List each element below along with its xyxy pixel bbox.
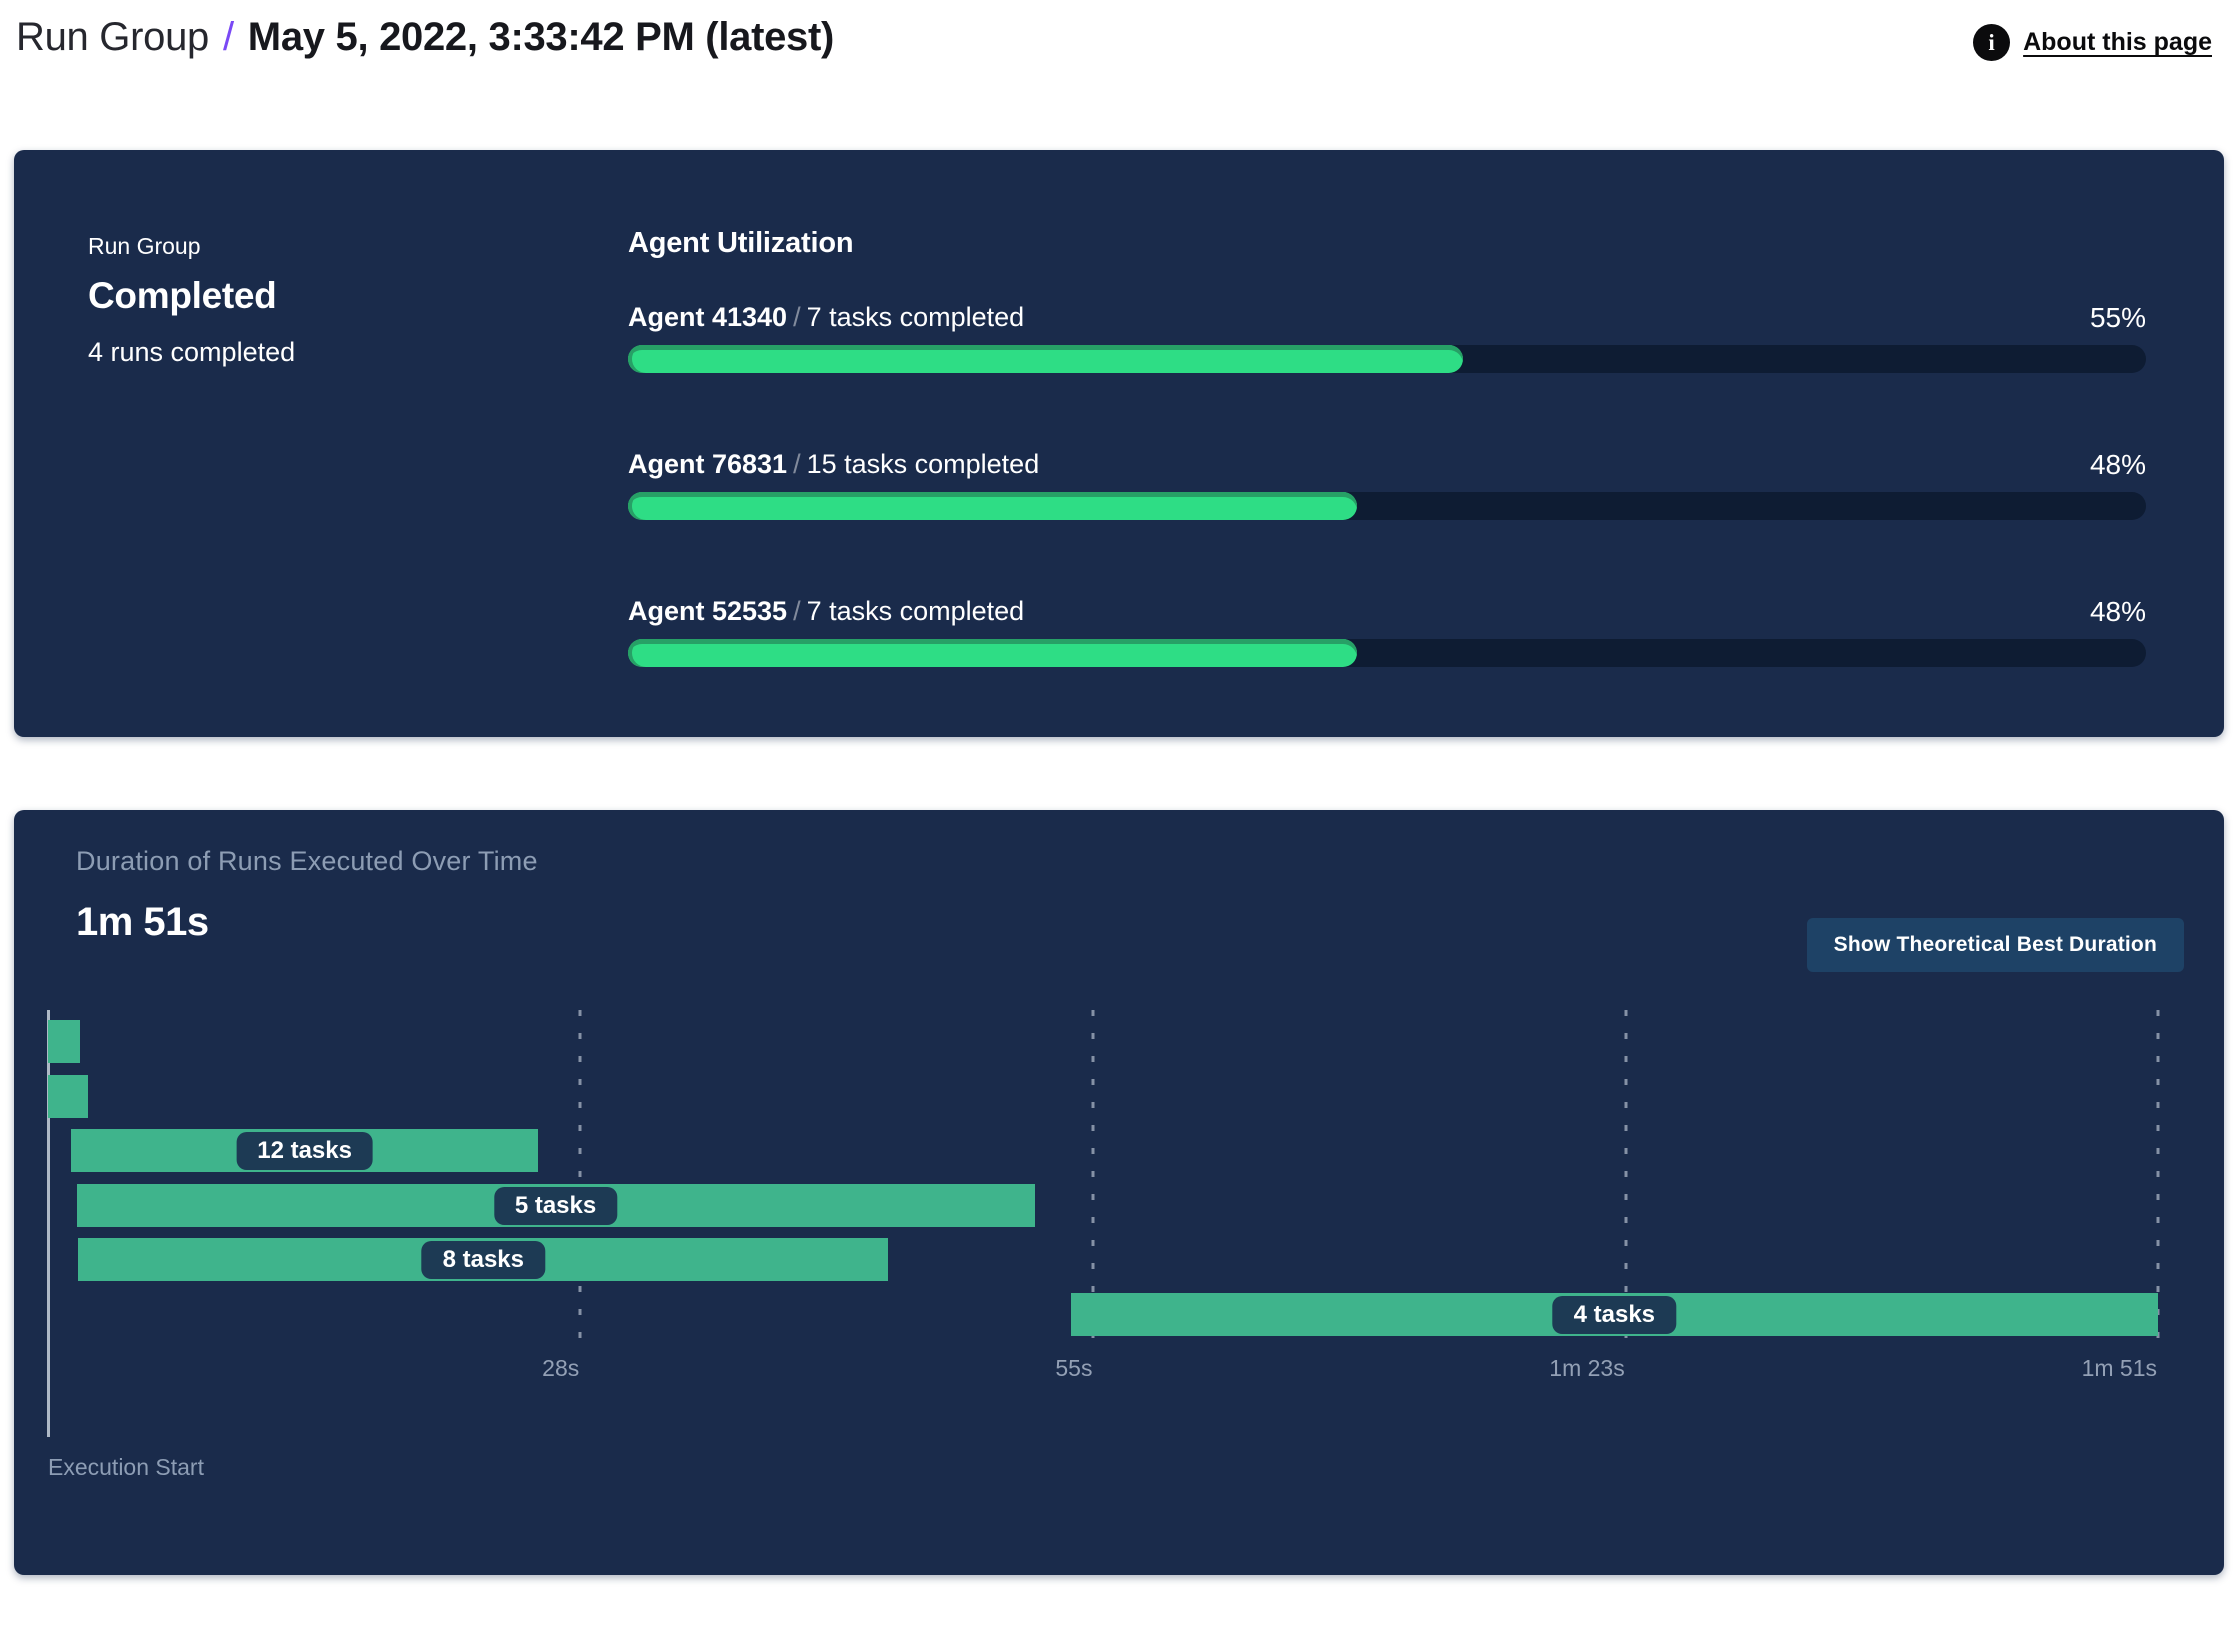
agent-utilization-rows: Agent 41340/7 tasks completed 55% Agent 76… (628, 301, 2146, 667)
agent-utilization-percent: 48% (2089, 449, 2146, 480)
agent-utilization-heading: Agent Utilization (628, 227, 854, 259)
label-separator: / (793, 596, 801, 626)
agent-tasks-completed: 7 tasks completed (806, 596, 1025, 626)
total-duration-value: 1m 51s (76, 900, 209, 944)
utilization-bar-track (628, 345, 2146, 373)
task-count-badge: 5 tasks (493, 1186, 618, 1225)
agent-utilization-label: Agent 52535/7 tasks completed 48% (628, 595, 2146, 628)
agent-tasks-completed: 15 tasks completed (806, 449, 1040, 479)
time-gridline (578, 1010, 582, 1350)
agent-utilization-row: Agent 76831/15 tasks completed 48% (628, 448, 2146, 520)
agent-name: Agent 52535 (628, 596, 788, 626)
run-group-label: Run Group (88, 233, 201, 259)
show-theoretical-best-duration-button[interactable]: Show Theoretical Best Duration (1806, 918, 2184, 972)
agent-utilization-section: Agent Utilization Agent 41340/7 tasks co… (628, 225, 2146, 742)
task-count-badge: 8 tasks (421, 1240, 545, 1279)
breadcrumb-run-group[interactable]: Run Group (16, 15, 209, 59)
agent-name: Agent 76831 (628, 449, 788, 479)
agent-utilization-percent: 55% (2089, 302, 2146, 333)
run-group-summary-panel: Run Group Completed 4 runs completed Age… (14, 150, 2224, 737)
execution-start-axis-line (47, 1010, 50, 1437)
utilization-bar-track (628, 639, 2146, 667)
gantt-run-bar[interactable]: 5 tasks (76, 1184, 1035, 1227)
duration-panel: Duration of Runs Executed Over Time 1m 5… (14, 810, 2224, 1575)
about-this-page-link[interactable]: i About this page (1973, 24, 2212, 61)
time-gridline (1624, 1010, 1628, 1350)
time-gridline (1091, 1010, 1095, 1350)
gantt-run-bar[interactable]: 12 tasks (70, 1129, 539, 1172)
run-group-status-block: Run Group Completed 4 runs completed (88, 232, 295, 369)
duration-gantt-chart: 28s 55s 1m 23s 1m 51s 12 tasks 5 tasks 8 tasks… (47, 1010, 2160, 1440)
utilization-bar-track (628, 492, 2146, 520)
utilization-bar-fill (628, 639, 1357, 667)
label-separator: / (793, 449, 801, 479)
label-separator: / (793, 302, 801, 332)
page-header: Run Group / May 5, 2022, 3:33:42 PM (lates… (16, 8, 2224, 98)
gantt-run-bar[interactable] (48, 1075, 88, 1118)
gantt-run-bar[interactable]: 8 tasks (78, 1238, 889, 1281)
gantt-run-bar[interactable] (48, 1020, 81, 1063)
execution-start-label: Execution Start (48, 1454, 204, 1480)
run-group-status: Completed (88, 275, 277, 316)
agent-utilization-row: Agent 41340/7 tasks completed 55% (628, 301, 2146, 373)
agent-utilization-row: Agent 52535/7 tasks completed 48% (628, 595, 2146, 667)
runs-completed-count: 4 runs completed (88, 337, 296, 367)
agent-utilization-label: Agent 41340/7 tasks completed 55% (628, 301, 2146, 334)
axis-tick-label: 28s (542, 1355, 580, 1381)
task-count-badge: 12 tasks (236, 1131, 373, 1170)
agent-name: Agent 41340 (628, 302, 788, 332)
duration-chart-title: Duration of Runs Executed Over Time (76, 846, 538, 876)
time-gridline (2156, 1010, 2160, 1350)
utilization-bar-fill (628, 345, 1463, 373)
axis-tick-label: 1m 23s (1549, 1355, 1625, 1381)
utilization-bar-fill (628, 492, 1357, 520)
agent-utilization-percent: 48% (2089, 596, 2146, 627)
page-title: Run Group / May 5, 2022, 3:33:42 PM (lates… (16, 8, 2224, 66)
axis-tick-label: 1m 51s (2081, 1355, 2157, 1381)
breadcrumb-separator: / (222, 15, 234, 59)
gantt-run-bar[interactable]: 4 tasks (1070, 1293, 2158, 1336)
agent-utilization-label: Agent 76831/15 tasks completed 48% (628, 448, 2146, 481)
agent-tasks-completed: 7 tasks completed (806, 302, 1025, 332)
about-link-label: About this page (2023, 28, 2212, 56)
page-title-date: May 5, 2022, 3:33:42 PM (latest) (247, 15, 835, 59)
task-count-badge: 4 tasks (1552, 1295, 1677, 1334)
axis-tick-label: 55s (1055, 1355, 1093, 1381)
info-icon: i (1973, 24, 2011, 61)
